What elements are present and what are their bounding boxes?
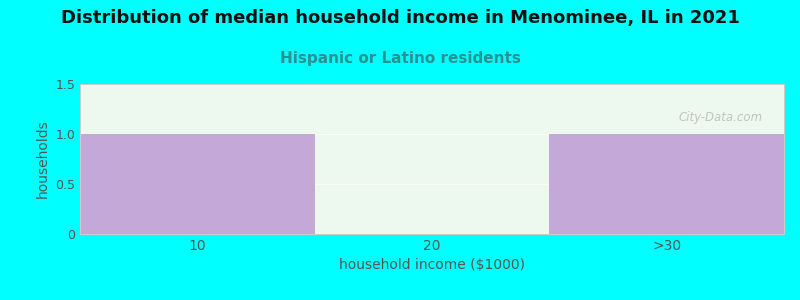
Text: Distribution of median household income in Menominee, IL in 2021: Distribution of median household income … <box>61 9 739 27</box>
Text: Hispanic or Latino residents: Hispanic or Latino residents <box>279 51 521 66</box>
Bar <box>80 134 314 234</box>
Text: City-Data.com: City-Data.com <box>678 111 763 124</box>
X-axis label: household income ($1000): household income ($1000) <box>339 258 525 272</box>
Bar <box>550 134 784 234</box>
Y-axis label: households: households <box>35 120 50 198</box>
